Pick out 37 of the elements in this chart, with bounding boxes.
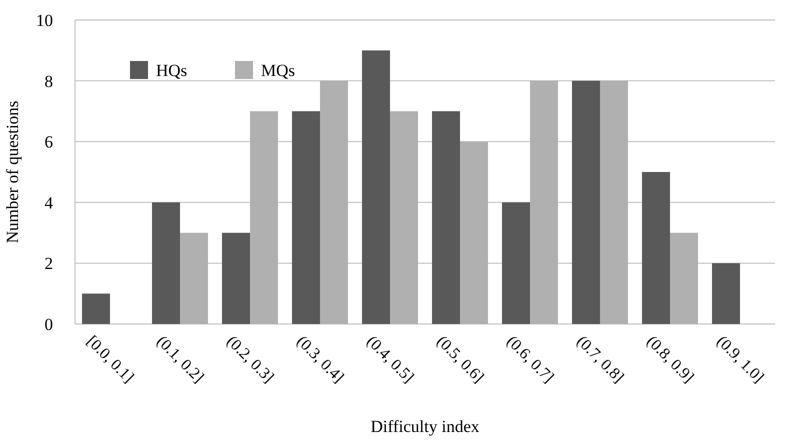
bar: [712, 263, 740, 324]
x-axis-title: Difficulty index: [370, 417, 480, 436]
x-tick-label: (0.6, 0.7]: [503, 332, 557, 386]
bar: [250, 111, 278, 324]
bar: [572, 80, 600, 324]
bar: [362, 50, 390, 324]
x-tick-label: (0.2, 0.3]: [223, 332, 277, 386]
bar: [460, 142, 488, 324]
bar: [600, 80, 628, 324]
bar: [670, 232, 698, 324]
bar: [390, 111, 418, 324]
legend-label: HQs: [156, 60, 188, 80]
x-tick-label: (0.9, 1.0]: [713, 332, 767, 386]
y-tick-label: 8: [44, 72, 53, 91]
y-axis-title: Number of questions: [3, 100, 22, 244]
y-tick-label: 2: [44, 254, 53, 274]
bar: [530, 80, 558, 324]
y-tick-label: 6: [44, 132, 53, 152]
bar: [292, 111, 320, 324]
x-tick-label: (0.1, 0.2]: [153, 332, 207, 386]
bar: [320, 80, 348, 324]
x-tick-label: (0.4, 0.5]: [363, 332, 417, 386]
x-tick-label: (0.7, 0.8]: [573, 332, 627, 386]
x-tick-label: (0.3, 0.4]: [293, 332, 347, 386]
y-tick-label: 0: [44, 314, 53, 334]
bar: [642, 172, 670, 324]
x-tick-label: (0.8, 0.9]: [643, 332, 697, 386]
bar: [180, 232, 208, 324]
legend-label: MQs: [261, 60, 296, 80]
bar: [82, 294, 110, 324]
bar: [502, 202, 530, 324]
y-tick-label: 10: [36, 10, 53, 30]
bar: [222, 232, 250, 324]
bar: [432, 111, 460, 324]
x-tick-label: (0.5, 0.6]: [433, 332, 487, 386]
y-tick-label: 4: [44, 193, 54, 212]
bar: [152, 202, 180, 324]
